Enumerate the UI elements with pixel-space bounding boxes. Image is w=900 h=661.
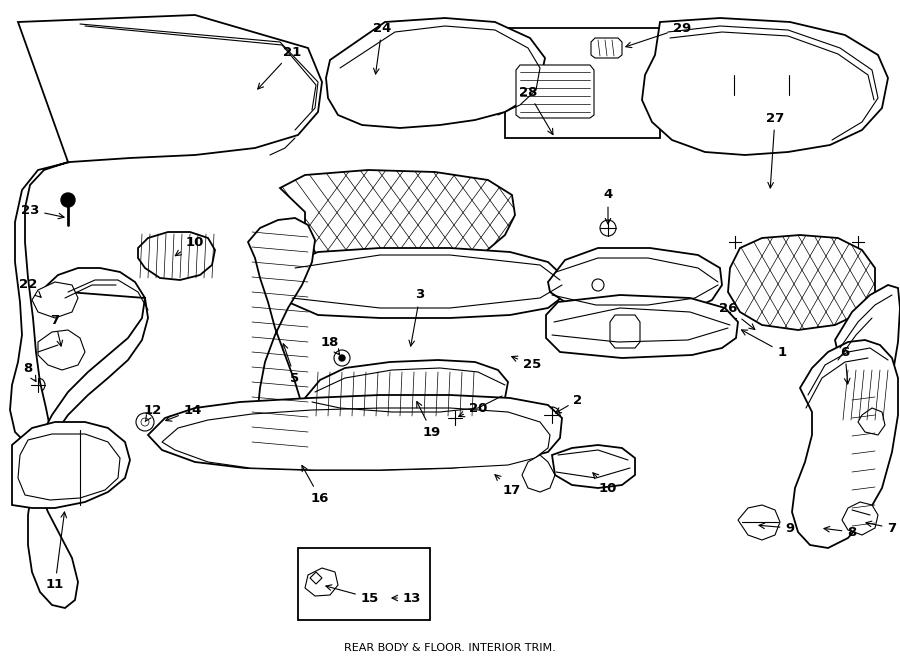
Ellipse shape	[173, 116, 218, 144]
Text: 20: 20	[459, 401, 487, 416]
Ellipse shape	[50, 456, 86, 476]
Circle shape	[339, 355, 345, 361]
Polygon shape	[812, 285, 900, 482]
Polygon shape	[10, 15, 322, 445]
Text: 19: 19	[417, 402, 441, 438]
Polygon shape	[842, 502, 878, 535]
Polygon shape	[858, 408, 885, 435]
Text: 9: 9	[759, 522, 795, 535]
Polygon shape	[610, 315, 640, 348]
Polygon shape	[728, 235, 875, 330]
Text: 18: 18	[320, 336, 339, 355]
Text: REAR BODY & FLOOR. INTERIOR TRIM.: REAR BODY & FLOOR. INTERIOR TRIM.	[344, 643, 556, 653]
Polygon shape	[32, 282, 78, 318]
Polygon shape	[280, 170, 515, 272]
Text: 1: 1	[742, 330, 787, 358]
Circle shape	[61, 193, 75, 207]
Ellipse shape	[440, 77, 480, 99]
Ellipse shape	[86, 90, 135, 120]
Text: 26: 26	[719, 301, 755, 329]
Text: 21: 21	[257, 46, 302, 89]
Polygon shape	[522, 455, 555, 492]
Text: 2: 2	[555, 393, 582, 413]
Text: 8: 8	[824, 525, 857, 539]
Text: 28: 28	[518, 85, 553, 135]
Text: 7: 7	[50, 313, 62, 346]
Polygon shape	[310, 572, 322, 584]
Text: 12: 12	[144, 403, 162, 422]
Text: 25: 25	[512, 356, 541, 371]
Polygon shape	[792, 340, 898, 548]
Text: 11: 11	[46, 512, 67, 592]
Text: 10: 10	[593, 473, 617, 494]
Text: 6: 6	[841, 346, 850, 384]
Polygon shape	[305, 360, 508, 420]
Bar	[397, 432, 433, 446]
Polygon shape	[28, 268, 148, 608]
Ellipse shape	[732, 65, 792, 110]
Text: 3: 3	[409, 288, 425, 346]
Polygon shape	[38, 330, 85, 370]
Text: 10: 10	[176, 235, 204, 256]
Bar	[505, 28, 660, 138]
Text: 27: 27	[766, 112, 784, 188]
Polygon shape	[275, 248, 565, 318]
Polygon shape	[552, 445, 635, 488]
Text: 17: 17	[495, 475, 521, 496]
Text: 16: 16	[302, 465, 329, 504]
Bar	[298, 548, 430, 620]
Text: 5: 5	[283, 344, 300, 385]
Polygon shape	[548, 248, 722, 315]
Text: 14: 14	[166, 403, 202, 421]
Polygon shape	[148, 395, 562, 470]
Polygon shape	[12, 422, 130, 508]
Polygon shape	[326, 18, 545, 128]
Polygon shape	[162, 408, 550, 470]
Polygon shape	[516, 65, 594, 118]
Text: 8: 8	[23, 362, 36, 381]
Bar	[257, 432, 293, 446]
Text: 23: 23	[21, 204, 64, 219]
Polygon shape	[591, 38, 622, 58]
Text: 22: 22	[19, 278, 41, 297]
Text: 24: 24	[373, 22, 392, 74]
Text: 13: 13	[392, 592, 421, 605]
Polygon shape	[546, 295, 738, 358]
Text: 7: 7	[866, 521, 896, 535]
Polygon shape	[18, 434, 120, 500]
Polygon shape	[248, 218, 315, 445]
Text: 29: 29	[626, 22, 691, 48]
Polygon shape	[642, 18, 888, 155]
Polygon shape	[738, 505, 780, 540]
Polygon shape	[138, 232, 215, 280]
Text: 15: 15	[326, 585, 379, 605]
Text: 4: 4	[603, 188, 613, 224]
Polygon shape	[305, 568, 338, 596]
